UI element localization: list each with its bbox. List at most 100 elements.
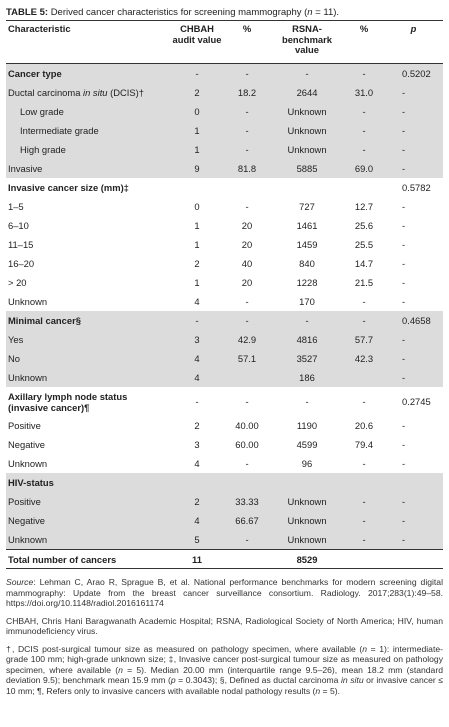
chbah-value: 1 (194, 239, 200, 250)
chbah-percent: - (224, 63, 270, 83)
section-row: Invasive cancer size (mm)‡ 0.5782 (6, 178, 443, 197)
chbah-value: 1 (194, 277, 200, 288)
p-value (384, 549, 443, 569)
row-label: Invasive cancer size (mm)‡ (8, 182, 129, 193)
rsna-value: - (305, 396, 309, 407)
footnote-part: = 1): intermediate-grade 100 mm; high-gr… (6, 643, 443, 675)
row-label: Positive (8, 420, 41, 431)
row-label: HIV-status (6, 473, 170, 492)
row-label: High grade (6, 140, 170, 159)
p-value: - (384, 349, 443, 368)
chbah-percent: 40 (241, 258, 253, 269)
row-label: Invasive (6, 159, 170, 178)
rsna-value: 1190 (296, 420, 318, 431)
row-label: Minimal cancer§ (6, 311, 170, 330)
row-label: Ductal carcinoma in situ (DCIS)† (6, 83, 170, 102)
table-row: High grade 1- Unknown - - (6, 140, 443, 159)
chbah-percent: - (245, 458, 249, 469)
chbah-percent: - (224, 311, 270, 330)
row-label: 1–5 (8, 201, 24, 212)
chbah-percent (224, 178, 270, 197)
chbah-value: 2 (170, 492, 224, 511)
p-value: - (384, 83, 443, 102)
rsna-percent (344, 178, 384, 197)
rsna-percent: 25.5 (354, 239, 374, 250)
rsna-value: - (270, 63, 344, 83)
p-value: - (402, 458, 406, 469)
rsna-percent: 79.4 (354, 439, 374, 450)
section-row: HIV-status (6, 473, 443, 492)
rsna-value: 4599 (296, 439, 318, 450)
header-chbah: CHBAH audit value (172, 23, 222, 45)
rsna-value: 4816 (270, 330, 344, 349)
table-body: Cancer type - - - -0.5202 Ductal carcinoma in… (6, 63, 443, 569)
row-label: Unknown (6, 368, 170, 387)
rsna-value: 186 (270, 368, 344, 387)
p-value: - (402, 439, 406, 450)
table-row: Unknown 4 - 170 - - (6, 292, 443, 311)
source-text: : Lehman C, Arao R, Sprague B, et al. Na… (6, 577, 443, 608)
p-value: 0.5782 (402, 182, 431, 193)
chbah-value: 11 (170, 549, 224, 569)
table-row: 11–15 1 20 1459 25.5 - (6, 235, 443, 254)
row-label: Unknown (6, 530, 170, 550)
table-row: Negative 3 60.00 4599 79.4 - (6, 435, 443, 454)
chbah-percent (224, 549, 270, 569)
rsna-percent: 21.5 (354, 277, 374, 288)
table-caption-count: = 11). (312, 7, 340, 18)
rsna-percent: 42.3 (344, 349, 384, 368)
table-row: Low grade 0- Unknown - - (6, 102, 443, 121)
rsna-percent: 20.6 (354, 420, 374, 431)
chbah-percent: 42.9 (224, 330, 270, 349)
table-row: Unknown 5- Unknown - - (6, 530, 443, 550)
rsna-value: Unknown (270, 121, 344, 140)
rsna-value: Unknown (270, 140, 344, 159)
row-label-part: in situ (83, 87, 108, 98)
header-p-letter: p (410, 23, 417, 34)
chbah-percent: 40.00 (235, 420, 259, 431)
row-label: Cancer type (6, 63, 170, 83)
table-caption: Derived cancer characteristics for scree… (50, 7, 308, 18)
chbah-percent: - (245, 396, 249, 407)
chbah-value: 4 (194, 458, 200, 469)
chbah-value: 1 (194, 220, 200, 231)
table-row: Positive 2 40.00 1190 20.6 - (6, 416, 443, 435)
chbah-percent: 20 (241, 277, 253, 288)
rsna-percent: - (344, 511, 384, 530)
chbah-value: 4 (170, 349, 224, 368)
chbah-value: 2 (194, 258, 200, 269)
chbah-value: - (170, 311, 224, 330)
table-title: TABLE 5: Derived cancer characteristics … (6, 0, 443, 20)
rsna-value: 1461 (296, 220, 318, 231)
row-label: > 20 (8, 277, 27, 288)
chbah-percent: - (245, 201, 249, 212)
source-note: Source: Lehman C, Arao R, Sprague B, et … (6, 577, 443, 609)
rsna-percent: - (362, 296, 366, 307)
source-label: Source (6, 577, 34, 587)
chbah-percent (224, 473, 270, 492)
footnote-in-situ: in situ (340, 675, 364, 685)
chbah-percent: 66.67 (224, 511, 270, 530)
rsna-value: Unknown (270, 530, 344, 550)
chbah-value: - (195, 396, 199, 407)
chbah-value: 2 (194, 420, 200, 431)
p-value: 0.4658 (384, 311, 443, 330)
p-value: - (384, 330, 443, 349)
chbah-percent: 18.2 (224, 83, 270, 102)
table-row: > 20 1 20 1228 21.5 - (6, 273, 443, 292)
cancer-characteristics-table: Characteristic CHBAH audit value % RSNA-… (6, 20, 443, 569)
chbah-percent: 20 (241, 239, 253, 250)
table-row: No 4 57.1 3527 42.3- (6, 349, 443, 368)
rsna-percent: - (344, 102, 384, 121)
header-characteristic: Characteristic (8, 23, 71, 34)
footnote-part: = 0.3043); §, Defined as ductal carcinom… (175, 675, 341, 685)
p-value: - (384, 511, 443, 530)
table-row: Invasive 9 81.8 5885 69.0- (6, 159, 443, 178)
row-label: Yes (6, 330, 170, 349)
row-label-part: Ductal carcinoma (8, 87, 84, 98)
chbah-percent: - (224, 102, 270, 121)
table-row: Positive 2 33.33 Unknown - - (6, 492, 443, 511)
row-label: 16–20 (8, 258, 35, 269)
footnote-part: = 5). Median 20.00 mm (interquartile ran… (6, 664, 443, 686)
abbreviations-note: CHBAH, Chris Hani Baragwanath Academic H… (6, 615, 443, 637)
